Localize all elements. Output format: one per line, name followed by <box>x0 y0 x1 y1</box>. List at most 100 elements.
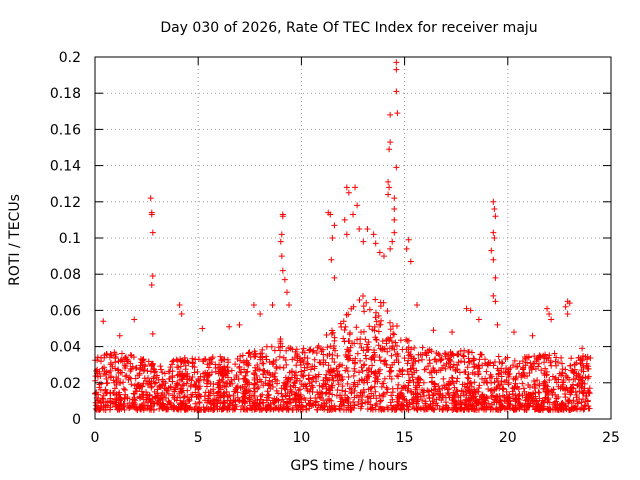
data-point <box>470 364 477 371</box>
data-point <box>577 406 584 413</box>
data-point <box>463 404 470 411</box>
data-point <box>209 354 216 361</box>
data-point <box>344 394 351 401</box>
data-point <box>471 379 478 386</box>
data-point <box>389 396 396 403</box>
data-point <box>93 402 100 409</box>
data-point <box>519 402 526 409</box>
data-point <box>512 402 519 409</box>
data-point <box>170 402 177 409</box>
data-point <box>395 381 402 388</box>
data-point <box>243 377 250 384</box>
data-point <box>438 397 445 404</box>
data-point <box>148 384 155 391</box>
data-point <box>413 367 420 374</box>
data-point <box>204 369 211 376</box>
data-point <box>584 356 591 363</box>
data-point <box>351 379 358 386</box>
data-point <box>460 353 467 360</box>
data-point <box>229 402 236 409</box>
data-point <box>564 311 571 318</box>
data-point <box>454 366 461 373</box>
data-point <box>351 387 358 394</box>
data-point <box>376 249 383 256</box>
data-point <box>580 353 587 359</box>
data-point <box>167 383 174 390</box>
data-point <box>139 356 146 363</box>
data-point <box>468 349 475 356</box>
y-tick-label: 0.16 <box>50 122 81 138</box>
data-point <box>389 389 396 396</box>
data-point <box>345 373 352 380</box>
data-point <box>397 405 404 412</box>
data-point <box>493 375 500 382</box>
data-point <box>425 363 432 370</box>
data-point <box>269 301 276 308</box>
data-point <box>314 406 321 413</box>
data-point <box>236 363 243 370</box>
data-point <box>121 406 128 413</box>
data-point <box>393 323 400 330</box>
data-point <box>217 400 224 407</box>
data-point <box>333 365 340 372</box>
data-point <box>154 390 161 397</box>
data-point <box>305 375 312 382</box>
data-point <box>387 111 394 118</box>
data-point <box>275 405 282 412</box>
y-axis-label: ROTI / TECUs <box>7 194 23 286</box>
data-point <box>430 392 437 399</box>
data-point <box>281 385 288 392</box>
data-point <box>293 369 299 376</box>
data-point <box>438 356 445 363</box>
data-point <box>457 397 464 404</box>
data-point <box>378 383 385 390</box>
y-tick-label: 0 <box>72 412 81 428</box>
data-point <box>103 380 110 387</box>
data-point <box>251 374 258 381</box>
data-point <box>196 393 203 400</box>
data-point <box>575 371 582 378</box>
data-point <box>363 299 370 306</box>
data-point <box>503 388 510 395</box>
data-point <box>576 374 583 381</box>
data-point <box>111 349 118 356</box>
data-point <box>551 350 558 357</box>
data-point <box>210 390 217 397</box>
data-point <box>431 368 438 375</box>
data-point <box>344 368 351 375</box>
data-point <box>118 356 125 363</box>
data-point <box>180 381 187 388</box>
data-point <box>483 403 490 410</box>
data-point <box>371 357 378 364</box>
data-point <box>408 389 415 396</box>
data-point <box>320 397 327 404</box>
data-point <box>156 405 163 412</box>
data-point <box>176 368 183 375</box>
data-point <box>307 386 314 393</box>
data-point <box>327 343 334 350</box>
data-point <box>275 344 282 351</box>
data-point <box>475 370 482 377</box>
data-point <box>339 376 346 383</box>
data-point <box>546 376 553 383</box>
data-point <box>376 370 383 377</box>
data-point <box>304 360 311 367</box>
data-point <box>336 405 343 412</box>
data-point <box>437 390 444 397</box>
data-point <box>225 359 232 366</box>
data-point <box>223 383 230 390</box>
data-point <box>579 362 586 369</box>
data-point <box>477 351 484 358</box>
data-point <box>266 381 273 388</box>
data-point <box>457 392 464 399</box>
data-point <box>309 348 316 355</box>
data-point <box>106 354 113 361</box>
data-point <box>139 361 146 368</box>
data-point <box>149 273 156 280</box>
data-point <box>304 387 311 394</box>
data-point <box>562 303 569 310</box>
data-point <box>143 378 150 385</box>
data-point <box>365 398 372 405</box>
data-point <box>189 391 196 398</box>
data-point <box>174 372 181 379</box>
